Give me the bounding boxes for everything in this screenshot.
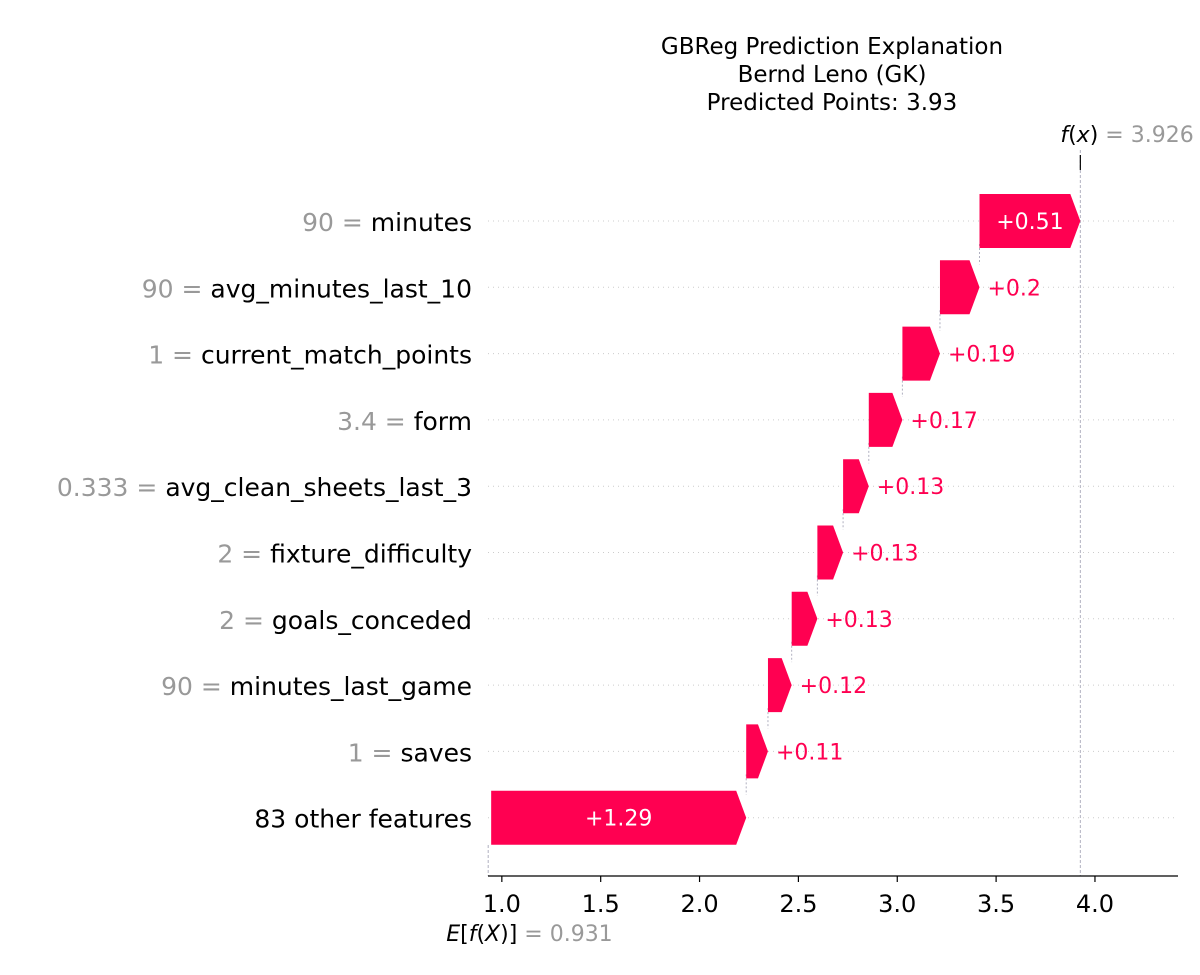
x-tick-label: 3.0 (878, 890, 916, 918)
feature-value: 90 = (142, 274, 211, 303)
bar-saves (746, 724, 768, 779)
bar-label: +1.29 (585, 807, 652, 832)
feature-value: 1 = (348, 738, 401, 767)
feature-name: avg_minutes_last_10 (210, 274, 472, 303)
bar-fixture_difficulty (817, 525, 844, 580)
chart-title-line-1: GBReg Prediction Explanation (661, 34, 1003, 60)
bar-label: +0.12 (800, 674, 867, 699)
bar-avg_minutes_last_10 (939, 260, 980, 315)
feature-label: 90 = avg_minutes_last_10 (142, 274, 472, 303)
bar-current_match_points (902, 326, 940, 381)
feature-label: 90 = minutes_last_game (161, 672, 472, 701)
bar-label: +0.2 (988, 276, 1041, 301)
feature-value: 90 = (302, 208, 371, 237)
feature-value: 1 = (148, 341, 201, 370)
feature-label: 1 = current_match_points (148, 341, 472, 370)
contribution-bars: +0.51 +0.2 +0.19 +0.17 +0.13 +0.13 +0.13 +0.12 +… (491, 194, 1081, 845)
x-tick-label: 2.0 (680, 890, 718, 918)
x-tick-label: 1.5 (582, 890, 620, 918)
fx-annotation: f(x) = 3.926 (1060, 123, 1193, 148)
bar-label: +0.17 (910, 409, 977, 434)
feature-value: 2 = (219, 606, 272, 635)
bar-label: +0.19 (948, 343, 1015, 368)
bar-goals_conceded (791, 591, 818, 646)
feature-name: current_match_points (201, 341, 472, 370)
x-tick-label: 1.0 (483, 890, 521, 918)
x-tick-label: 2.5 (779, 890, 817, 918)
bar-label: +0.13 (851, 542, 918, 567)
feature-label: 83 other features (254, 805, 472, 834)
x-tick-label: 4.0 (1076, 890, 1114, 918)
feature-label: 1 = saves (348, 738, 472, 767)
bar-83-other-features (491, 790, 747, 845)
chart-title: GBReg Prediction Explanation Bernd Leno … (661, 34, 1003, 116)
feature-value: 2 = (217, 540, 270, 569)
gridlines (488, 220, 1178, 819)
feature-name: minutes (371, 208, 472, 237)
x-tick-label: 3.5 (977, 890, 1015, 918)
feature-name: minutes_last_game (230, 672, 472, 701)
bar-minutes (979, 194, 1081, 248)
bar-label: +0.51 (996, 210, 1063, 235)
bar-avg_clean_sheets_last_3 (843, 459, 869, 514)
feature-label: 0.333 = avg_clean_sheets_last_3 (57, 473, 472, 502)
feature-value: 0.333 = (57, 473, 165, 502)
feature-label: 2 = fixture_difficulty (217, 540, 472, 569)
feature-name: avg_clean_sheets_last_3 (165, 473, 472, 502)
feature-label: 3.4 = form (337, 407, 472, 436)
feature-name: form (414, 407, 472, 436)
chart-title-line-3: Predicted Points: 3.93 (707, 90, 958, 116)
feature-name: 83 other features (254, 805, 472, 834)
expected-annotation: E[f(X)] = 0.931 (446, 922, 613, 947)
bar-minutes_last_game (767, 658, 792, 713)
reference-lines (487, 150, 1081, 876)
annotations: f(x) = 3.926 E[f(X)] = 0.931 (446, 123, 1194, 947)
feature-value: 3.4 = (337, 407, 414, 436)
bar-label: +0.11 (776, 740, 843, 765)
bar-label: +0.13 (825, 608, 892, 633)
feature-name: saves (400, 738, 472, 767)
bar-label: +0.13 (877, 475, 944, 500)
feature-label: 90 = minutes (302, 208, 472, 237)
chart-title-line-2: Bernd Leno (GK) (738, 62, 927, 88)
bar-form (868, 392, 903, 447)
feature-name: fixture_difficulty (270, 540, 472, 569)
feature-name: goals_conceded (272, 606, 472, 635)
x-axis: 1.0 1.5 2.0 2.5 3.0 3.5 4.0 (483, 875, 1178, 918)
feature-value: 90 = (161, 672, 230, 701)
feature-label: 2 = goals_conceded (219, 606, 472, 635)
